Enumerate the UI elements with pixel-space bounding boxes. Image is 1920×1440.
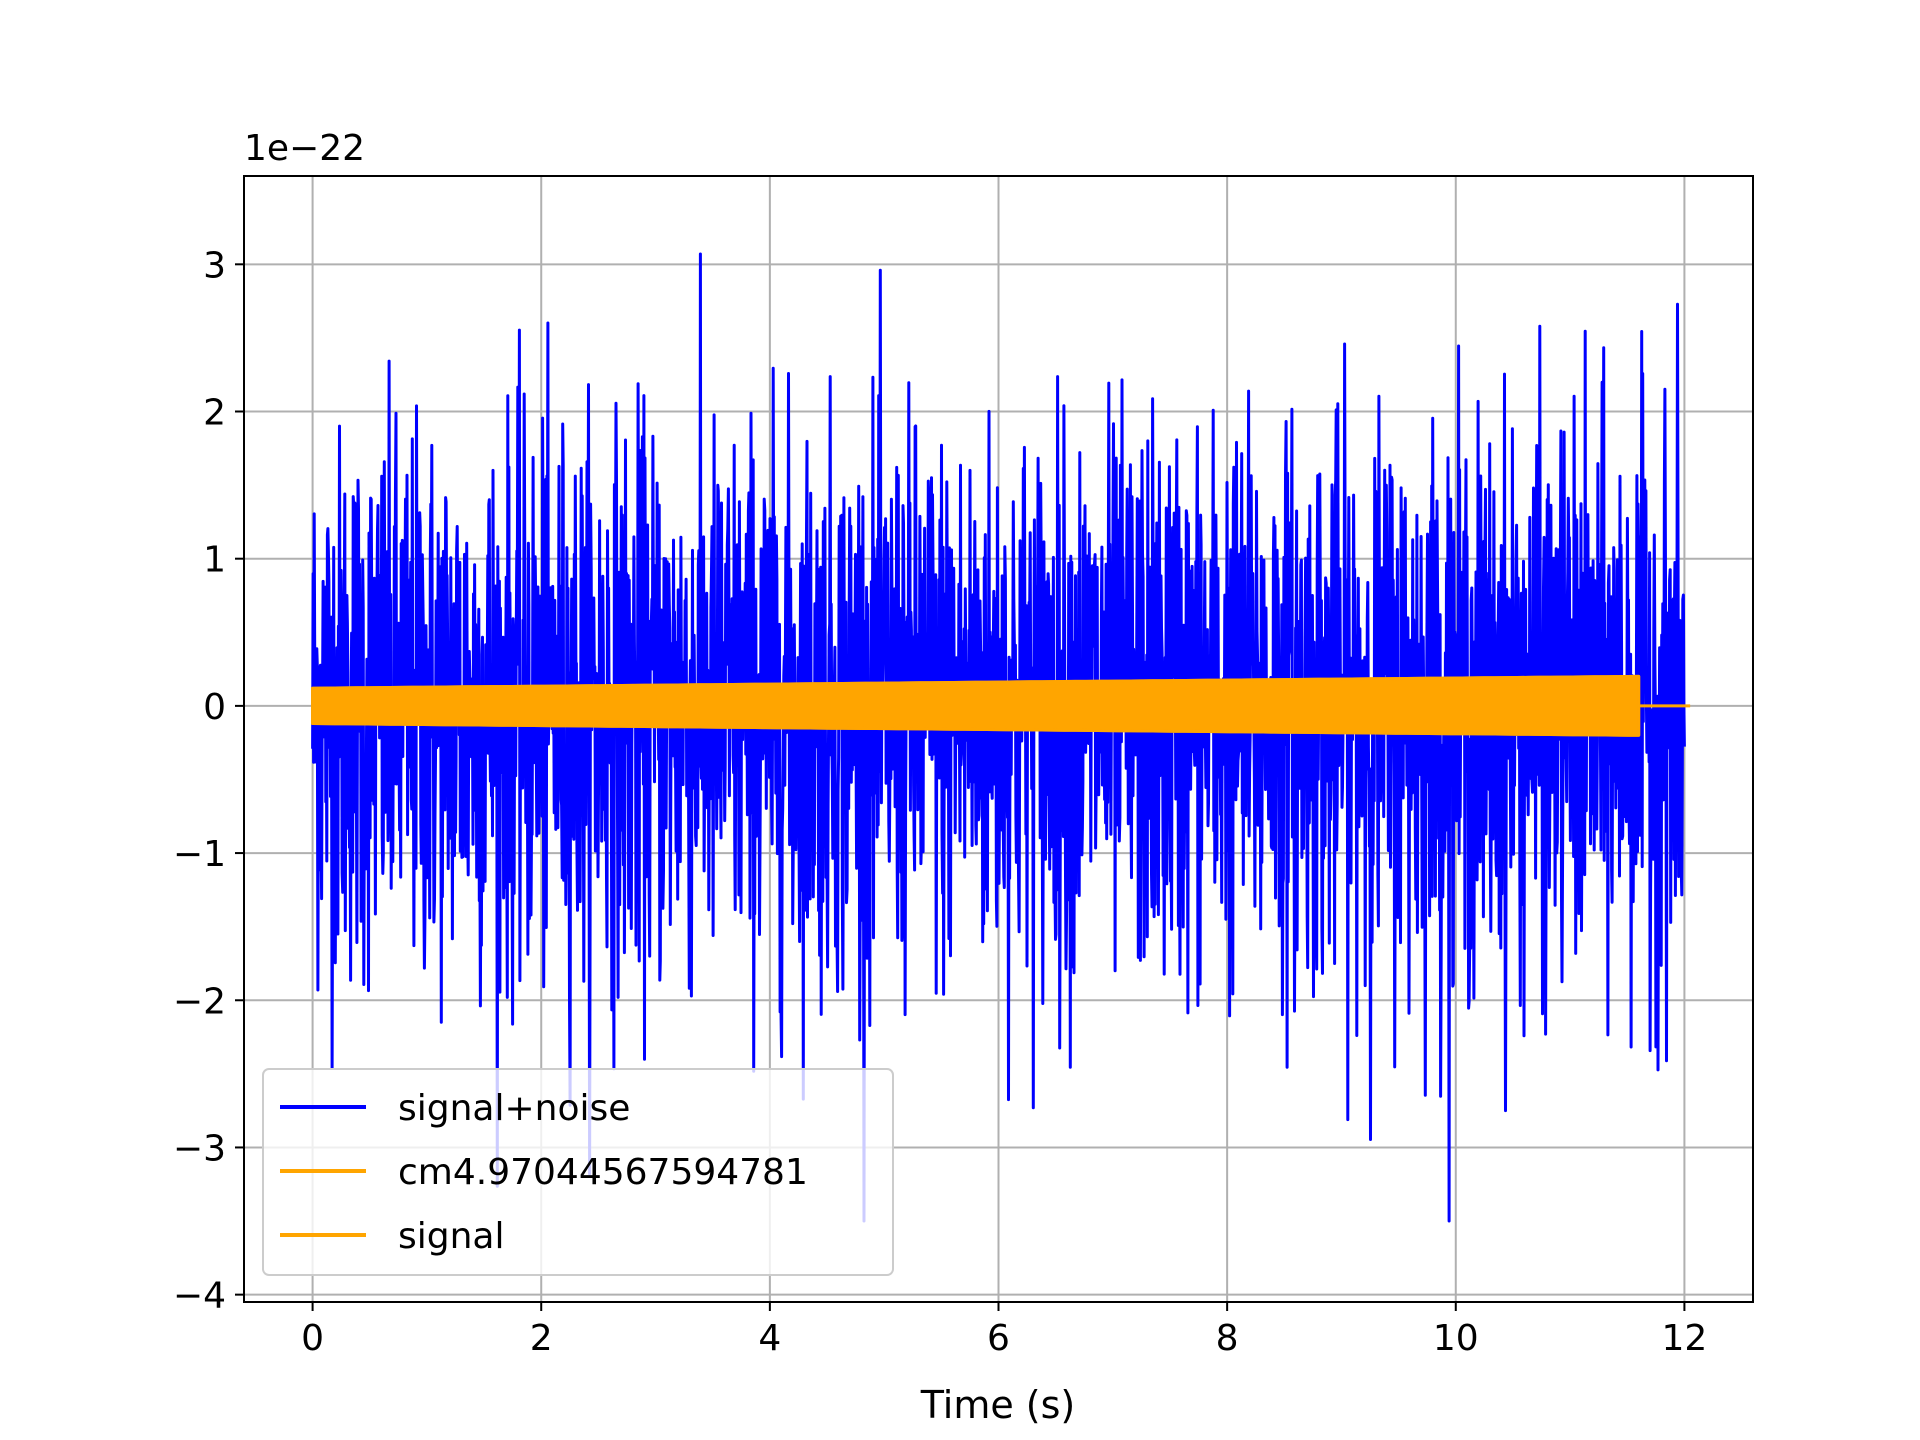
y-tick-label: −2 — [173, 981, 226, 1022]
legend-label: cm4.97044567594781 — [398, 1152, 808, 1193]
legend-box — [262, 1068, 894, 1276]
legend: signal+noise cm4.97044567594781 signal — [262, 1068, 894, 1276]
x-tick-label: 4 — [758, 1318, 781, 1359]
y-tick-label: −4 — [173, 1276, 226, 1317]
y-tick-label: 1 — [203, 540, 226, 581]
series-layer — [311, 252, 1691, 1223]
y-tick-label: −3 — [173, 1128, 226, 1169]
x-tick-label: 8 — [1216, 1318, 1239, 1359]
legend-label: signal+noise — [398, 1088, 630, 1129]
x-tick-label: 12 — [1662, 1318, 1708, 1359]
y-offset-label: 1e−22 — [244, 128, 365, 169]
x-axis-label: Time (s) — [920, 1383, 1076, 1427]
legend-label: signal — [398, 1216, 505, 1257]
y-tick-label: 3 — [203, 245, 226, 286]
series-signal — [311, 674, 1641, 737]
y-tick-label: 2 — [203, 393, 226, 434]
x-tick-label: 2 — [530, 1318, 553, 1359]
x-tick-label: 6 — [987, 1318, 1010, 1359]
x-tick-label: 0 — [301, 1318, 324, 1359]
x-tick-label: 10 — [1433, 1318, 1479, 1359]
y-tick-label: 0 — [203, 687, 226, 728]
y-tick-label: −1 — [173, 834, 226, 875]
